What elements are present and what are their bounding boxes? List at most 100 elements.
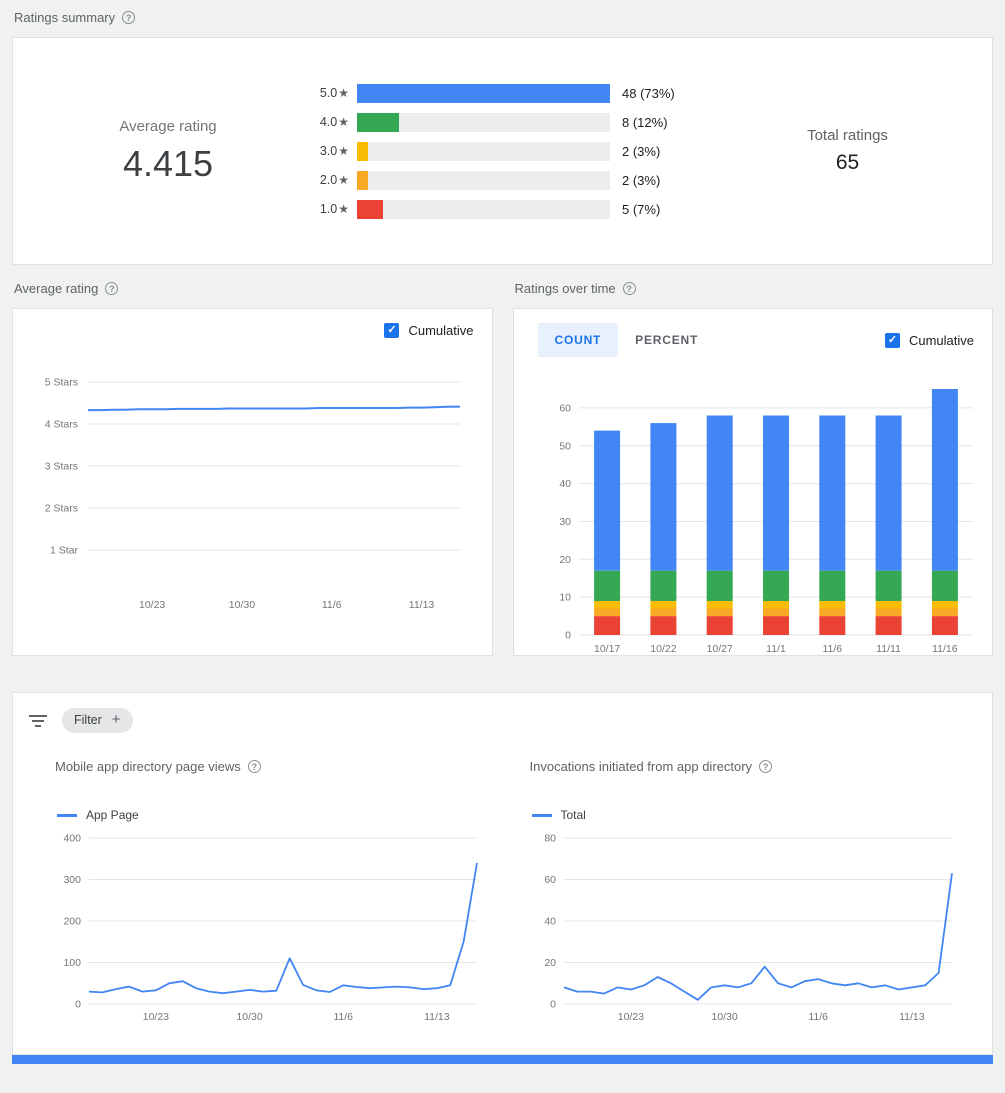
svg-text:20: 20	[544, 957, 556, 969]
average-rating-card: ✓ Cumulative 5 Stars 4 Stars 3 Stars 2 Star…	[12, 308, 493, 656]
rating-stars-label: 2.0★	[319, 173, 349, 187]
tab-percent[interactable]: PERCENT	[635, 333, 699, 347]
rating-distribution-row: 4.0★ 8 (12%)	[313, 112, 703, 132]
ratings-over-time-section: Ratings over time ? COUNT PERCENT ✓ Cumu…	[512, 265, 994, 656]
svg-text:11/6: 11/6	[808, 1011, 828, 1023]
rating-bar-fill	[357, 141, 368, 161]
svg-text:10/27: 10/27	[706, 643, 732, 655]
checkbox-checked-icon: ✓	[884, 332, 900, 348]
svg-text:11/11: 11/11	[876, 643, 901, 655]
page-views-chart-svg: 0 100 200 300 400 10/23 10/30 11/6 11/13	[63, 833, 478, 1023]
page-views-legend: App Page	[57, 808, 498, 822]
rating-count-label: 48 (73%)	[622, 85, 675, 101]
svg-text:10/23: 10/23	[143, 1011, 169, 1023]
invocations-title-row: Invocations initiated from app directory…	[530, 759, 973, 774]
rating-count-label: 8 (12%)	[622, 114, 668, 130]
rating-bar-track	[357, 199, 610, 219]
svg-text:50: 50	[559, 440, 571, 452]
svg-text:5 Stars: 5 Stars	[45, 377, 78, 389]
rating-stars-label: 4.0★	[319, 115, 349, 129]
average-rating-chart-svg: 5 Stars 4 Stars 3 Stars 2 Stars 1 Star 10/23 1…	[45, 377, 461, 611]
ratings-over-time-section-title: Ratings over time	[514, 281, 616, 296]
svg-text:10/22: 10/22	[650, 643, 676, 655]
rating-bar-track	[357, 170, 610, 190]
footer-accent-bar	[12, 1055, 993, 1064]
svg-text:10/30: 10/30	[236, 1011, 262, 1023]
rating-distribution-row: 3.0★ 2 (3%)	[313, 141, 703, 161]
svg-text:60: 60	[559, 402, 571, 414]
svg-text:40: 40	[559, 478, 571, 490]
svg-text:20: 20	[559, 554, 571, 566]
count-percent-tabs: COUNT PERCENT	[537, 323, 716, 357]
filter-chip[interactable]: Filter +	[62, 708, 133, 733]
directory-metrics-card: Filter + Mobile app directory page views…	[12, 692, 993, 1055]
svg-text:11/1: 11/1	[766, 643, 786, 655]
help-icon[interactable]: ?	[759, 760, 773, 773]
rating-bar-fill	[357, 112, 400, 132]
rating-distribution: 5.0★ 48 (73%) 4.0★ 8 (12%) 3.0★ 2 (3%) 2.0★ 2 (…	[313, 74, 703, 229]
svg-text:200: 200	[63, 916, 81, 928]
cumulative-checkbox[interactable]: ✓ Cumulative	[884, 332, 974, 348]
total-ratings-value: 65	[835, 151, 860, 174]
average-rating-section: Average rating ? ✓ Cumulative 5 Stars 4 S…	[12, 265, 493, 656]
svg-text:30: 30	[559, 516, 571, 528]
average-rating-value: 4.415	[122, 142, 214, 184]
svg-text:10: 10	[559, 592, 571, 604]
ratings-over-time-chart-svg: 0 10 20 30 40 50 60 10/17 10/22 10/27 11/1 11/6 11/1…	[559, 389, 973, 655]
cumulative-checkbox[interactable]: ✓ Cumulative	[384, 323, 474, 338]
rating-count-label: 2 (3%)	[622, 172, 661, 188]
legend-line-icon	[57, 813, 77, 817]
rating-distribution-row: 2.0★ 2 (3%)	[313, 170, 703, 190]
average-rating-block: Average rating 4.415	[23, 118, 313, 185]
app-analytics-page: Ratings summary ? Average rating 4.415 5…	[12, 10, 994, 1064]
tab-count[interactable]: COUNT	[537, 323, 619, 357]
average-rating-label: Average rating	[119, 117, 217, 135]
filter-list-icon[interactable]	[29, 714, 47, 728]
svg-text:1 Star: 1 Star	[50, 545, 79, 557]
average-rating-section-title: Average rating	[14, 281, 99, 296]
svg-text:10/17: 10/17	[594, 643, 620, 655]
rating-bar-track	[357, 83, 610, 103]
page-views-title-row: Mobile app directory page views ?	[55, 759, 498, 774]
average-rating-header: Average rating ?	[12, 265, 493, 308]
svg-text:10/23: 10/23	[617, 1011, 643, 1023]
rating-count-label: 2 (3%)	[622, 143, 661, 159]
rating-distribution-row: 5.0★ 48 (73%)	[313, 83, 703, 103]
rating-stars-label: 3.0★	[319, 144, 349, 158]
cumulative-label: Cumulative	[408, 323, 474, 338]
cumulative-label: Cumulative	[908, 332, 974, 348]
svg-text:10/23: 10/23	[139, 599, 165, 611]
svg-text:11/13: 11/13	[424, 1011, 450, 1023]
svg-text:60: 60	[544, 874, 556, 886]
directory-charts-row: Mobile app directory page views ? App Pa…	[13, 739, 992, 1044]
svg-text:0: 0	[565, 630, 571, 642]
page-views-chart-section: Mobile app directory page views ? App Pa…	[53, 743, 498, 1040]
help-icon[interactable]: ?	[122, 11, 136, 24]
legend-line-icon	[531, 813, 552, 817]
help-icon[interactable]: ?	[105, 282, 119, 295]
help-icon[interactable]: ?	[622, 282, 636, 295]
svg-text:80: 80	[544, 833, 556, 845]
ratings-over-time-card: COUNT PERCENT ✓ Cumulative 0 10 20 30 40 50 60…	[512, 308, 993, 656]
invocations-legend-label: Total	[560, 808, 586, 822]
star-icon: ★	[338, 144, 349, 158]
rating-bar-fill	[357, 83, 610, 103]
rating-stars-label: 5.0★	[319, 86, 349, 100]
svg-text:10/30: 10/30	[229, 599, 255, 611]
svg-text:3 Stars: 3 Stars	[45, 461, 78, 473]
svg-text:400: 400	[63, 833, 81, 845]
rating-bar-track	[357, 141, 610, 161]
svg-text:100: 100	[63, 957, 81, 969]
star-icon: ★	[338, 202, 349, 216]
invocations-legend: Total	[531, 808, 973, 822]
ratings-summary-title: Ratings summary	[14, 10, 116, 25]
rating-count-label: 5 (7%)	[622, 201, 661, 217]
star-icon: ★	[338, 115, 349, 129]
total-ratings-block: Total ratings 65	[703, 127, 992, 175]
svg-text:2 Stars: 2 Stars	[45, 503, 78, 515]
page-views-legend-label: App Page	[86, 808, 139, 822]
svg-text:11/6: 11/6	[322, 599, 342, 611]
help-icon[interactable]: ?	[247, 760, 261, 773]
page-views-title: Mobile app directory page views	[55, 759, 241, 774]
ratings-over-time-header: Ratings over time ?	[513, 265, 994, 308]
